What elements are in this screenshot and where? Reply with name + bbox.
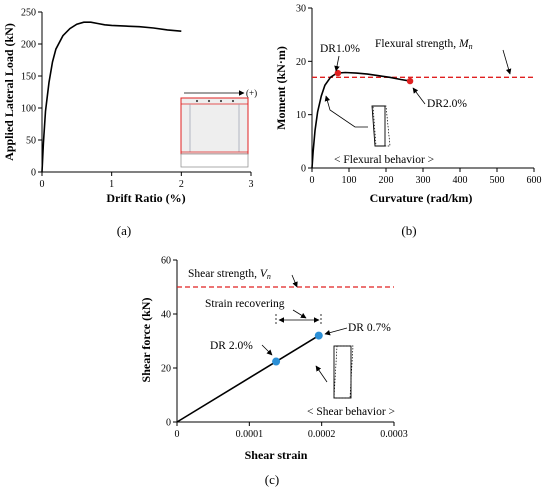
chart-c: 0 0.0001 0.0002 0.0003 0 20 40 60 Shear strengt…: [139, 256, 408, 488]
chart-b-ticks: 0 100 200 300 400 500 600 0 10 20 30: [296, 4, 542, 187]
chart-b-arrow-dr2: [412, 87, 426, 105]
chart-c-point-label-dr07: DR 0.7%: [348, 322, 391, 334]
chart-c-limit-arrow: [291, 274, 298, 288]
chart-c-point-0: [314, 331, 323, 340]
chart-c-point-label-dr20: DR 2.0%: [210, 340, 253, 352]
chart-b-arrow-dr1: [334, 55, 340, 72]
chart-a-x-tick-label: 1: [109, 179, 114, 190]
chart-b-pointer-line: [324, 95, 368, 128]
chart-c-points: [272, 331, 323, 366]
chart-c-limit-label: Shear strength, Vn: [188, 268, 271, 281]
chart-b-caption: (b): [401, 223, 416, 238]
chart-b-x-tick-label: 600: [527, 175, 542, 186]
chart-b-point-label-dr1: DR1.0%: [320, 43, 360, 55]
chart-c-pointer-line: [315, 365, 328, 383]
chart-c-y-tick-label: 40: [161, 310, 171, 321]
chart-b-y-label: Moment (kN·m): [274, 46, 288, 130]
chart-c-arrow-dr07: [324, 327, 348, 336]
chart-b-x-tick-label: 100: [342, 175, 357, 186]
chart-c-recover-arrow: [292, 309, 307, 319]
chart-c-y-tick-label: 0: [166, 418, 171, 429]
chart-c-recover-bracket: [275, 314, 322, 326]
chart-b-note: < Flexural behavior >: [334, 154, 434, 166]
chart-c-x-tick-label: 0.0001: [236, 429, 264, 440]
chart-b: 0 100 200 300 400 500 600 0 10 20 30 Flexural stre…: [274, 4, 542, 239]
chart-a-direction-label: (+): [246, 88, 257, 98]
chart-b-x-tick-label: 500: [490, 175, 505, 186]
chart-c-x-label: Shear strain: [245, 448, 308, 462]
chart-b-y-tick-label: 0: [301, 164, 306, 175]
chart-b-y-tick-label: 10: [296, 110, 306, 121]
chart-a-x-tick-label: 0: [40, 179, 45, 190]
chart-b-x-tick-label: 400: [453, 175, 468, 186]
chart-b-point-label-dr2: DR2.0%: [427, 98, 467, 110]
chart-a-load-curve: [41, 21, 182, 173]
chart-c-point-1: [272, 357, 281, 366]
chart-a-x-tick-label: 3: [249, 179, 254, 190]
chart-c-x-tick-label: 0: [175, 429, 180, 440]
chart-c-x-tick-label: 0.0003: [380, 429, 408, 440]
chart-a-y-tick-label: 50: [26, 136, 36, 147]
chart-a-ticks: 0 1 2 3 0 50 100 150 200 250: [21, 8, 254, 191]
chart-c-recover-label: Strain recovering: [205, 298, 285, 310]
chart-c-y-tick-label: 60: [161, 256, 171, 267]
chart-a-y-tick-label: 0: [31, 168, 36, 179]
chart-b-x-tick-label: 200: [379, 175, 394, 186]
chart-b-x-tick-label: 300: [416, 175, 431, 186]
chart-c-y-label: Shear force (kN): [139, 298, 153, 383]
chart-b-y-tick-label: 30: [296, 4, 306, 15]
chart-c-shear-curve: [176, 334, 320, 423]
chart-b-flexural-sketch: [371, 105, 391, 147]
chart-c-caption: (c): [265, 472, 279, 487]
chart-c-ticks: 0 0.0001 0.0002 0.0003 0 20 40 60: [161, 256, 408, 441]
chart-b-x-label: Curvature (rad/km): [370, 191, 473, 205]
chart-a-y-tick-label: 150: [21, 72, 36, 83]
chart-b-x-tick-label: 0: [310, 175, 315, 186]
chart-b-y-tick-label: 20: [296, 57, 306, 68]
chart-a-y-tick-label: 100: [21, 104, 36, 115]
chart-a-specimen-inset: (+): [180, 88, 257, 168]
chart-a-y-tick-label: 250: [21, 8, 36, 19]
chart-a-x-tick-label: 2: [179, 179, 184, 190]
chart-a-y-label: Applied Lateral Load (kN): [2, 23, 16, 161]
chart-c-x-tick-label: 0.0002: [308, 429, 336, 440]
chart-b-point-1: [406, 77, 414, 85]
chart-a-y-tick-label: 200: [21, 40, 36, 51]
chart-b-limit-label: Flexural strength, Mn: [375, 38, 473, 51]
chart-b-limit-arrow: [502, 49, 512, 75]
chart-c-note: < Shear behavior >: [307, 406, 395, 418]
chart-a-x-label: Drift Ratio (%): [106, 191, 185, 205]
chart-c-y-tick-label: 20: [161, 364, 171, 375]
chart-c-shear-sketch: [333, 345, 354, 399]
chart-a: 0 1 2 3 0 50 100 150 200 250 Drift Ratio (%) Appl…: [2, 8, 257, 239]
chart-c-arrow-dr20: [261, 344, 273, 356]
chart-a-caption: (a): [117, 223, 131, 238]
